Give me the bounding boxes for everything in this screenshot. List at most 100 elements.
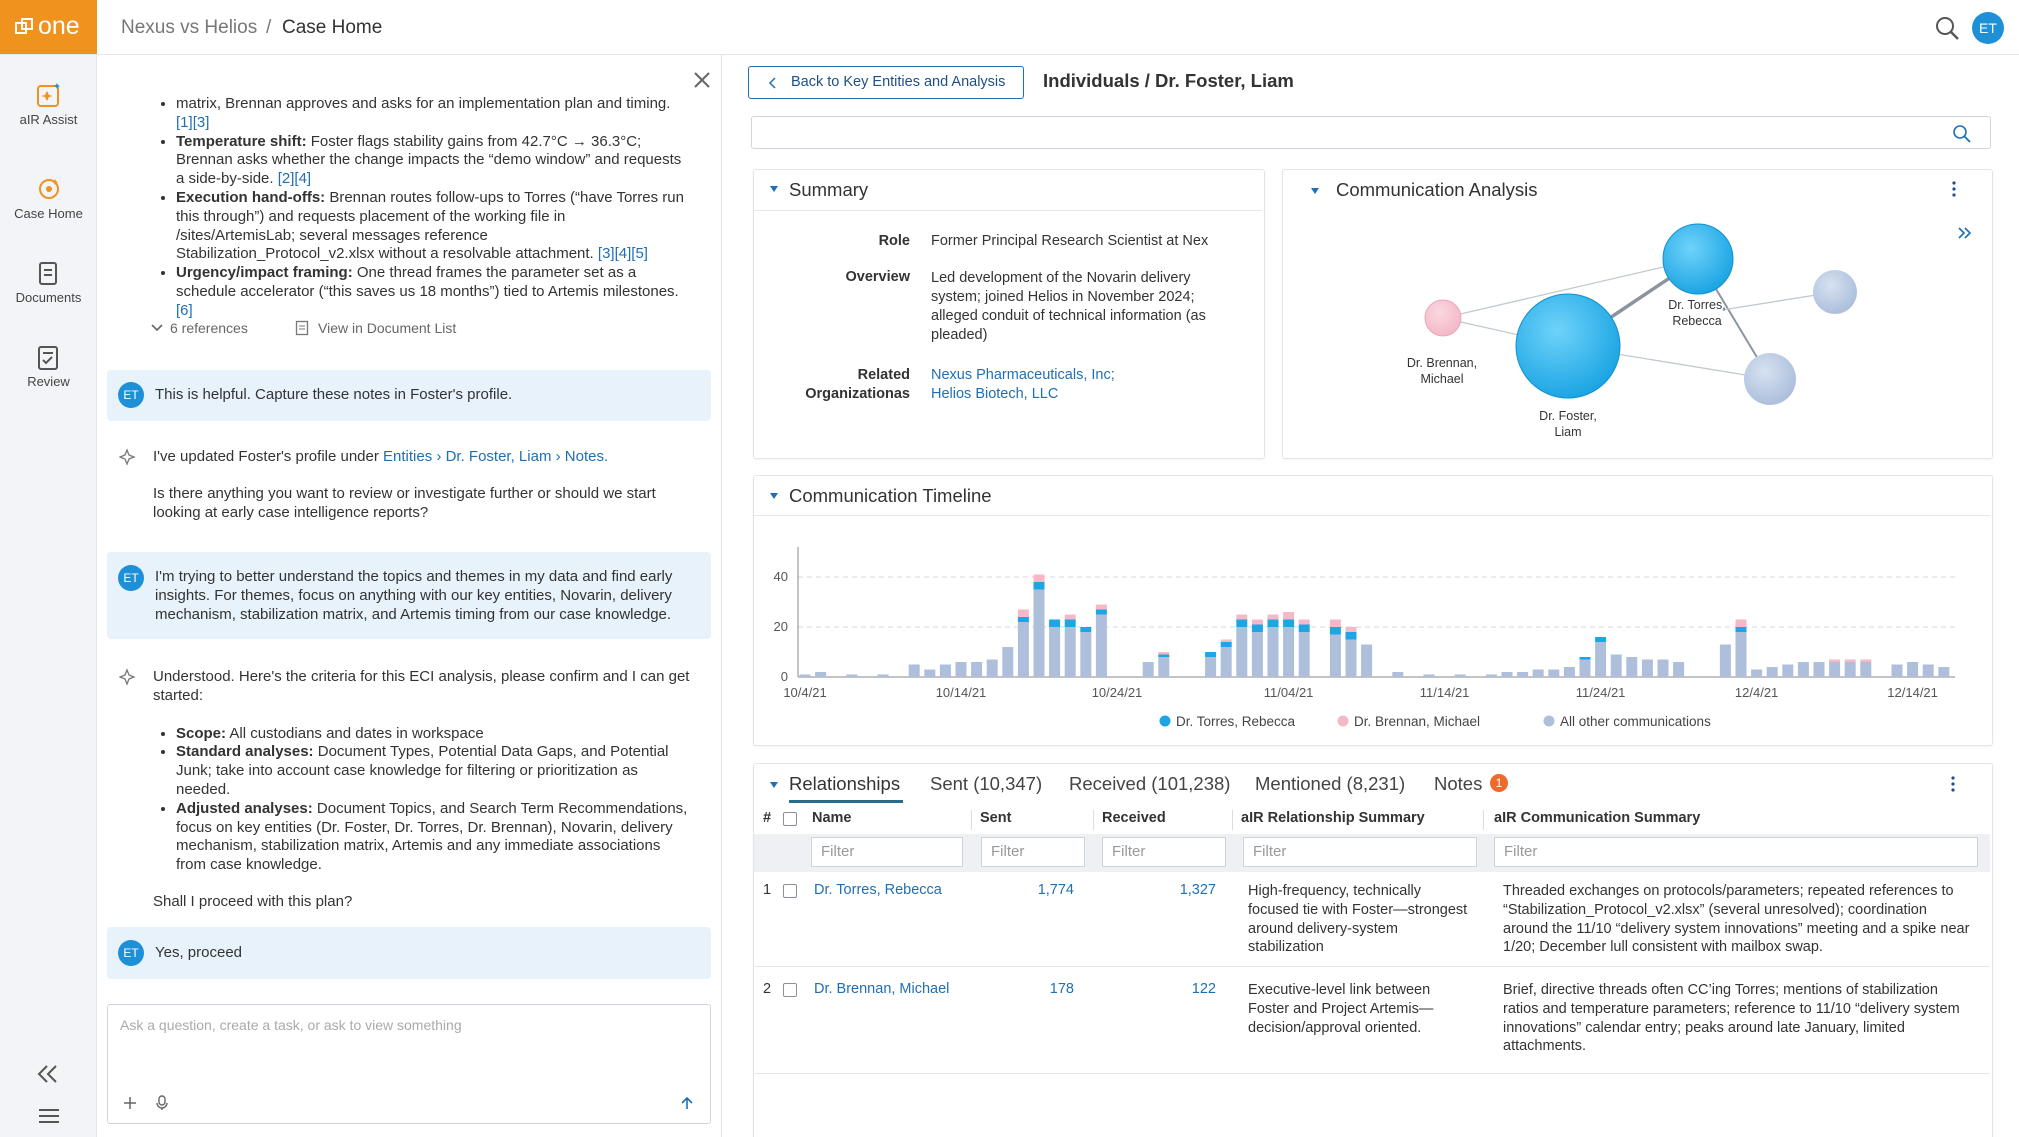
ref[interactable]: [3] [192, 113, 210, 131]
bullet-label: Urgency/impact framing: [176, 264, 353, 282]
field-label: Overview [845, 269, 911, 285]
bar-segment [1329, 634, 1341, 677]
graph-node[interactable] [1515, 293, 1621, 399]
entity-link[interactable]: Dr. Torres, Rebecca [814, 882, 942, 898]
chevron-icon[interactable] [150, 322, 164, 334]
nav-label[interactable]: Documents [15, 290, 82, 305]
profile-link[interactable]: Notes. [564, 448, 609, 465]
send-icon[interactable] [680, 1096, 694, 1110]
chat-input[interactable]: Ask a question, create a task, or ask to… [107, 1004, 711, 1124]
graph-node[interactable] [1662, 223, 1734, 295]
tab[interactable]: Notes [1434, 773, 1483, 794]
received-count[interactable]: 1,327 [1179, 882, 1216, 898]
breadcrumb-parent[interactable]: Nexus vs Helios [121, 17, 258, 38]
ref[interactable]: [1] [176, 113, 193, 131]
menu-icon[interactable] [37, 1106, 61, 1126]
select-all-checkbox[interactable] [783, 812, 797, 826]
nav-label[interactable]: aIR Assist [19, 112, 78, 127]
bar-segment [1251, 632, 1263, 677]
sent-count[interactable]: 178 [1049, 981, 1074, 997]
bullet-label: Temperature shift: [176, 132, 307, 150]
kebab-menu[interactable] [1949, 775, 1957, 793]
ref[interactable]: [4] [294, 170, 312, 188]
nav-label[interactable]: Case Home [14, 206, 83, 221]
documents-icon[interactable] [35, 260, 63, 288]
ref[interactable]: [4] [614, 245, 632, 263]
graph-node[interactable] [1813, 270, 1857, 314]
graph-node[interactable] [1424, 299, 1462, 337]
profile-link[interactable]: Dr. Foster, Liam [445, 448, 552, 465]
communication-summary: Brief, directive threads often CC’ing To… [1503, 982, 1960, 1055]
collapse-caret[interactable] [769, 185, 779, 193]
expand-icon[interactable] [1957, 226, 1973, 240]
search-icon[interactable] [1934, 15, 1960, 41]
filter-input[interactable]: Filter [811, 837, 963, 867]
org-link[interactable]: Helios Biotech, LLC [931, 386, 1059, 402]
bar-segment [1860, 659, 1872, 662]
tab[interactable]: Mentioned (8,231) [1255, 773, 1406, 794]
collapse-caret[interactable] [769, 781, 779, 789]
bar-segment [1922, 664, 1934, 677]
row-divider [754, 1073, 1990, 1074]
ref[interactable]: [5] [631, 245, 648, 263]
bar-segment [1860, 662, 1872, 677]
view-document-list[interactable]: View in Document List [318, 320, 457, 336]
filter-input[interactable]: Filter [1102, 837, 1226, 867]
bar-segment [1002, 647, 1014, 677]
back-button[interactable]: Back to Key Entities and Analysis [748, 66, 1024, 99]
filter-input[interactable]: Filter [1494, 837, 1978, 867]
bar-segment [1080, 627, 1092, 632]
graph-node[interactable] [1744, 353, 1796, 405]
air-assist-icon[interactable] [35, 81, 63, 109]
search-icon[interactable] [1952, 124, 1972, 144]
bar-segment [1610, 654, 1622, 677]
ref[interactable]: [3] [597, 245, 615, 263]
row-checkbox[interactable] [783, 983, 797, 997]
logo[interactable]: one [0, 0, 97, 54]
bar-segment [1220, 642, 1232, 647]
ref[interactable]: [6] [176, 301, 193, 319]
tab[interactable]: Relationships [789, 773, 901, 794]
ref[interactable]: [2] [277, 170, 295, 188]
bar-segment [1298, 624, 1310, 632]
entity-link[interactable]: Dr. Brennan, Michael [814, 981, 950, 997]
filter-input[interactable]: Filter [981, 837, 1085, 867]
received-count[interactable]: 122 [1191, 981, 1216, 997]
user-avatar[interactable]: ET [1972, 12, 2004, 44]
column-header: aIR Communication Summary [1494, 810, 1701, 826]
sent-count[interactable]: 1,774 [1037, 882, 1074, 898]
bullet-label: Execution hand-offs: [176, 188, 326, 206]
mic-icon[interactable] [155, 1095, 169, 1111]
header [0, 0, 2019, 55]
collapse-icon[interactable] [36, 1063, 60, 1085]
row-checkbox[interactable] [783, 884, 797, 898]
entity-search[interactable] [751, 116, 1991, 149]
x-tick-label: 10/24/21 [1092, 685, 1143, 700]
panel-divider [721, 55, 722, 1137]
message-text: Understood. Here's the criteria for this… [153, 668, 690, 704]
tab-underline [789, 800, 903, 803]
bar-segment [1267, 627, 1279, 677]
tab[interactable]: Sent (10,347) [930, 773, 1043, 794]
bar-segment [1907, 662, 1919, 677]
add-icon[interactable] [123, 1096, 137, 1110]
x-tick-label: 12/4/21 [1735, 685, 1778, 700]
bar-segment [1532, 669, 1544, 677]
bar-segment [1251, 619, 1263, 625]
references-toggle[interactable]: 6 references [170, 320, 248, 336]
collapse-caret[interactable] [769, 492, 779, 500]
kebab-menu[interactable] [1950, 180, 1958, 198]
tab[interactable]: Received (101,238) [1069, 773, 1231, 794]
org-link[interactable]: Nexus Pharmaceuticals, Inc; [931, 367, 1115, 383]
bar-segment [1735, 627, 1747, 632]
bar-segment [1829, 662, 1841, 677]
case-home-icon[interactable] [35, 175, 63, 203]
review-icon[interactable] [35, 344, 63, 372]
profile-link[interactable]: Entities [383, 448, 433, 465]
collapse-caret[interactable] [1310, 187, 1320, 195]
filter-input[interactable]: Filter [1243, 837, 1477, 867]
close-icon[interactable] [692, 70, 712, 90]
bar-segment [1626, 657, 1638, 677]
relationship-summary: High-frequency, technically focused tie … [1248, 883, 1468, 956]
nav-label[interactable]: Review [27, 374, 70, 389]
